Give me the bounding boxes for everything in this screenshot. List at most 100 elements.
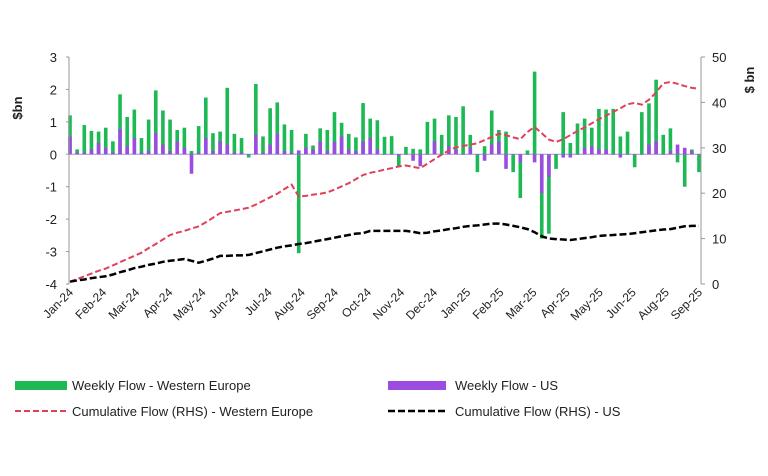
bar-western-europe [525,150,530,155]
x-tick-label: Nov-24 [370,285,407,322]
bar-western-europe [125,116,129,155]
bar-us [396,154,401,156]
bar-us [218,141,222,155]
bar-western-europe [697,154,701,173]
x-tick-label: Aug-24 [271,285,308,322]
bar-us [389,154,394,155]
left-tick-label: -1 [45,180,57,195]
bar-western-europe [268,108,272,155]
bar-us [89,149,94,155]
bar-us [554,154,558,155]
bar-us [497,141,501,155]
bar-western-europe [182,127,187,155]
bar-western-europe [675,154,680,163]
x-tick-label: Mar-25 [503,285,540,322]
left-axis-title: $bn [10,96,25,119]
bar-western-europe [661,134,666,155]
bar-western-europe [504,131,508,155]
bar-western-europe [475,154,480,173]
bar-western-europe [368,118,373,155]
bar-western-europe [118,94,122,155]
bar-us [103,147,108,155]
bar-us [346,149,351,155]
bar-us [311,149,315,155]
bar-us [68,136,72,155]
bar-western-europe [346,133,351,155]
bar-us [261,152,265,155]
bar-us [404,154,408,155]
bar-western-europe [668,128,673,155]
x-tick-label: Dec-24 [403,285,440,322]
bar-western-europe [561,112,565,155]
bar-us [468,147,473,155]
x-tick-label: Sep-24 [304,285,341,322]
bar-us [475,154,480,155]
bar-western-europe [75,149,79,155]
bar-us [582,147,587,155]
bar-western-europe [411,148,415,155]
x-tick-label: Jun-24 [206,285,242,321]
bar-us [697,154,701,155]
bar-us [532,154,537,163]
right-tick-label: 50 [712,50,726,65]
bar-us [82,152,87,155]
bar-us [425,154,430,155]
bar-western-europe [589,127,594,155]
bar-western-europe [396,154,401,168]
bar-western-europe [454,116,458,155]
left-tick-label: 0 [50,147,57,162]
bar-us [296,150,301,155]
bar-western-europe [439,134,444,155]
bar-western-europe [82,125,87,155]
bar-western-europe [153,90,158,155]
bar-western-europe [132,109,137,155]
bar-western-europe [332,112,337,155]
bar-western-europe [554,154,558,169]
bar-us [275,133,280,155]
bar-western-europe [239,138,244,155]
x-tick-label: May-25 [568,285,606,323]
bar-western-europe [361,103,365,155]
bar-us [232,152,237,155]
bar-us [332,141,337,155]
bar-western-europe [382,136,387,155]
left-y-ticks: 3 2 1 0 -1 -2 -3 -4 [45,50,69,292]
bar-us [189,154,194,174]
bar-western-europe [168,119,172,155]
bar-western-europe [461,106,465,155]
bar-us [111,152,115,155]
bar-western-europe [625,131,630,155]
bar-western-europe [611,108,616,155]
bar-us [539,154,544,194]
bar-us [361,141,365,155]
bar-us [318,141,322,155]
legend-swatch-us-weekly [388,381,446,390]
bar-western-europe [282,124,287,155]
bar-us [611,154,616,155]
bar-us [618,154,623,158]
bar-western-europe [204,97,208,155]
bar-us [589,146,594,155]
bar-us [225,144,230,155]
right-tick-label: 20 [712,186,726,201]
bar-us [182,147,187,155]
bar-us [568,154,573,158]
bar-western-europe [489,110,494,155]
bar-us [354,151,358,155]
bar-us [118,128,122,155]
bar-western-europe [482,146,487,155]
bar-us [339,136,344,155]
bar-western-europe [354,137,358,155]
bar-western-europe [232,133,237,155]
bar-western-europe [532,71,537,155]
bar-western-europe [289,129,294,155]
left-tick-label: 3 [50,50,57,65]
bar-us [204,138,208,155]
bar-us [547,154,551,177]
bar-us [325,151,330,155]
bar-us [282,151,287,155]
line-cumulative-us [69,222,699,283]
right-tick-label: 40 [712,95,726,110]
bar-western-europe [96,131,101,155]
